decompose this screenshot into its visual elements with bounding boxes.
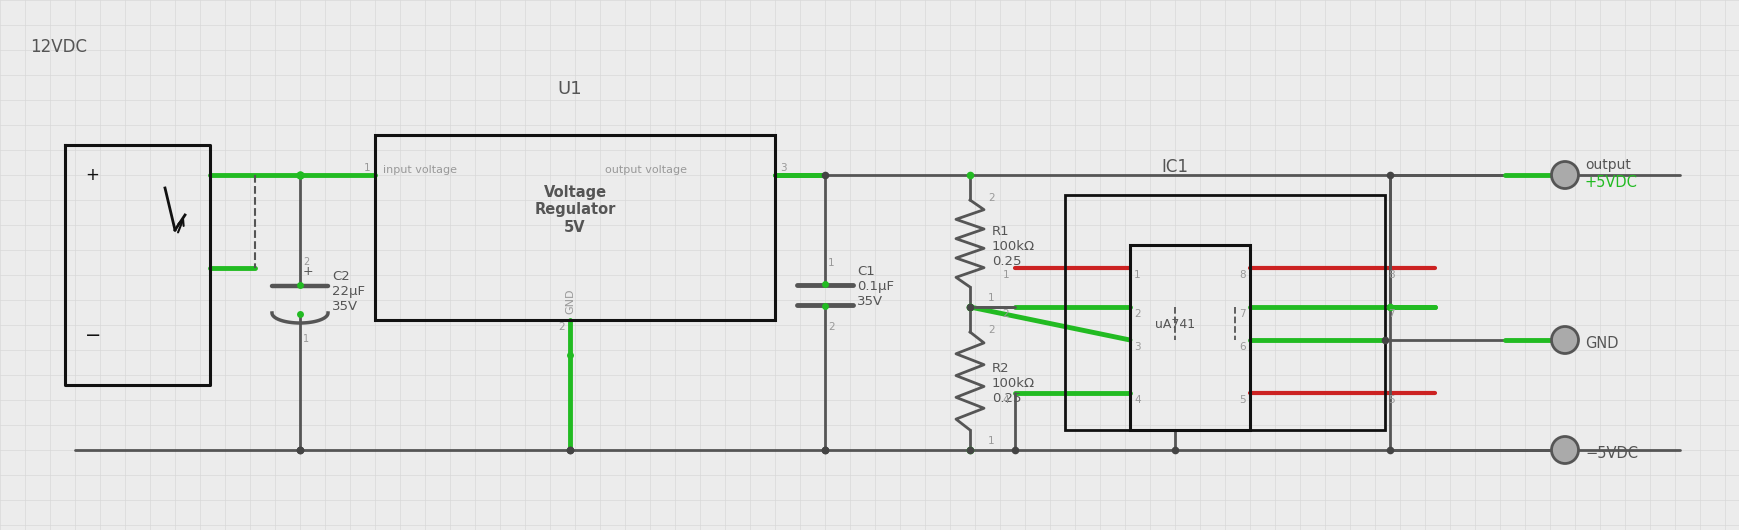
Text: 2: 2 bbox=[558, 322, 565, 332]
Text: −: − bbox=[85, 325, 101, 345]
Circle shape bbox=[1551, 326, 1577, 354]
Text: 4: 4 bbox=[1002, 395, 1009, 405]
Text: output: output bbox=[1584, 158, 1629, 172]
Text: 1: 1 bbox=[988, 436, 995, 446]
Text: 2: 2 bbox=[1134, 309, 1141, 319]
Text: 5: 5 bbox=[1388, 395, 1395, 405]
Text: 1: 1 bbox=[303, 334, 310, 344]
Circle shape bbox=[1551, 437, 1577, 464]
Text: GND: GND bbox=[565, 288, 574, 314]
Text: 2: 2 bbox=[988, 325, 995, 335]
Text: +5VDC: +5VDC bbox=[1584, 175, 1636, 190]
Circle shape bbox=[1551, 162, 1577, 189]
Text: 8: 8 bbox=[1388, 270, 1395, 280]
Text: 4: 4 bbox=[1134, 395, 1141, 405]
Text: C1
0.1μF
35V: C1 0.1μF 35V bbox=[857, 265, 894, 308]
Text: +: + bbox=[85, 166, 99, 184]
Bar bbox=[1129, 245, 1249, 430]
Text: 1: 1 bbox=[1134, 270, 1141, 280]
Text: Voltage
Regulator
5V: Voltage Regulator 5V bbox=[534, 185, 616, 235]
Bar bbox=[376, 135, 774, 320]
Text: GND: GND bbox=[1584, 335, 1617, 350]
Text: 2: 2 bbox=[828, 322, 835, 332]
Text: 1: 1 bbox=[988, 293, 995, 303]
Text: 5: 5 bbox=[1238, 395, 1245, 405]
Text: output voltage: output voltage bbox=[605, 165, 687, 175]
Text: R2
100kΩ
0.25: R2 100kΩ 0.25 bbox=[991, 362, 1035, 405]
Text: 2: 2 bbox=[988, 193, 995, 203]
Text: U1: U1 bbox=[558, 80, 583, 98]
Text: 8: 8 bbox=[1238, 270, 1245, 280]
Text: R1
100kΩ
0.25: R1 100kΩ 0.25 bbox=[991, 225, 1035, 268]
Text: −5VDC: −5VDC bbox=[1584, 446, 1636, 461]
Text: input voltage: input voltage bbox=[383, 165, 457, 175]
Text: 1: 1 bbox=[363, 163, 370, 173]
Text: 2: 2 bbox=[1002, 309, 1009, 319]
Text: 1: 1 bbox=[828, 258, 835, 268]
Bar bbox=[1064, 195, 1384, 430]
Text: 3: 3 bbox=[1134, 342, 1141, 352]
Text: 7: 7 bbox=[1388, 309, 1395, 319]
Text: 6: 6 bbox=[1238, 342, 1245, 352]
Text: 1: 1 bbox=[1002, 270, 1009, 280]
Text: uA741: uA741 bbox=[1155, 319, 1195, 331]
Text: 12VDC: 12VDC bbox=[30, 38, 87, 56]
Text: 3: 3 bbox=[779, 163, 786, 173]
Text: 2: 2 bbox=[303, 257, 310, 267]
Text: C2
22μF
35V: C2 22μF 35V bbox=[332, 270, 365, 313]
Text: 7: 7 bbox=[1238, 309, 1245, 319]
Text: +: + bbox=[303, 266, 313, 278]
Text: IC1: IC1 bbox=[1162, 158, 1188, 176]
